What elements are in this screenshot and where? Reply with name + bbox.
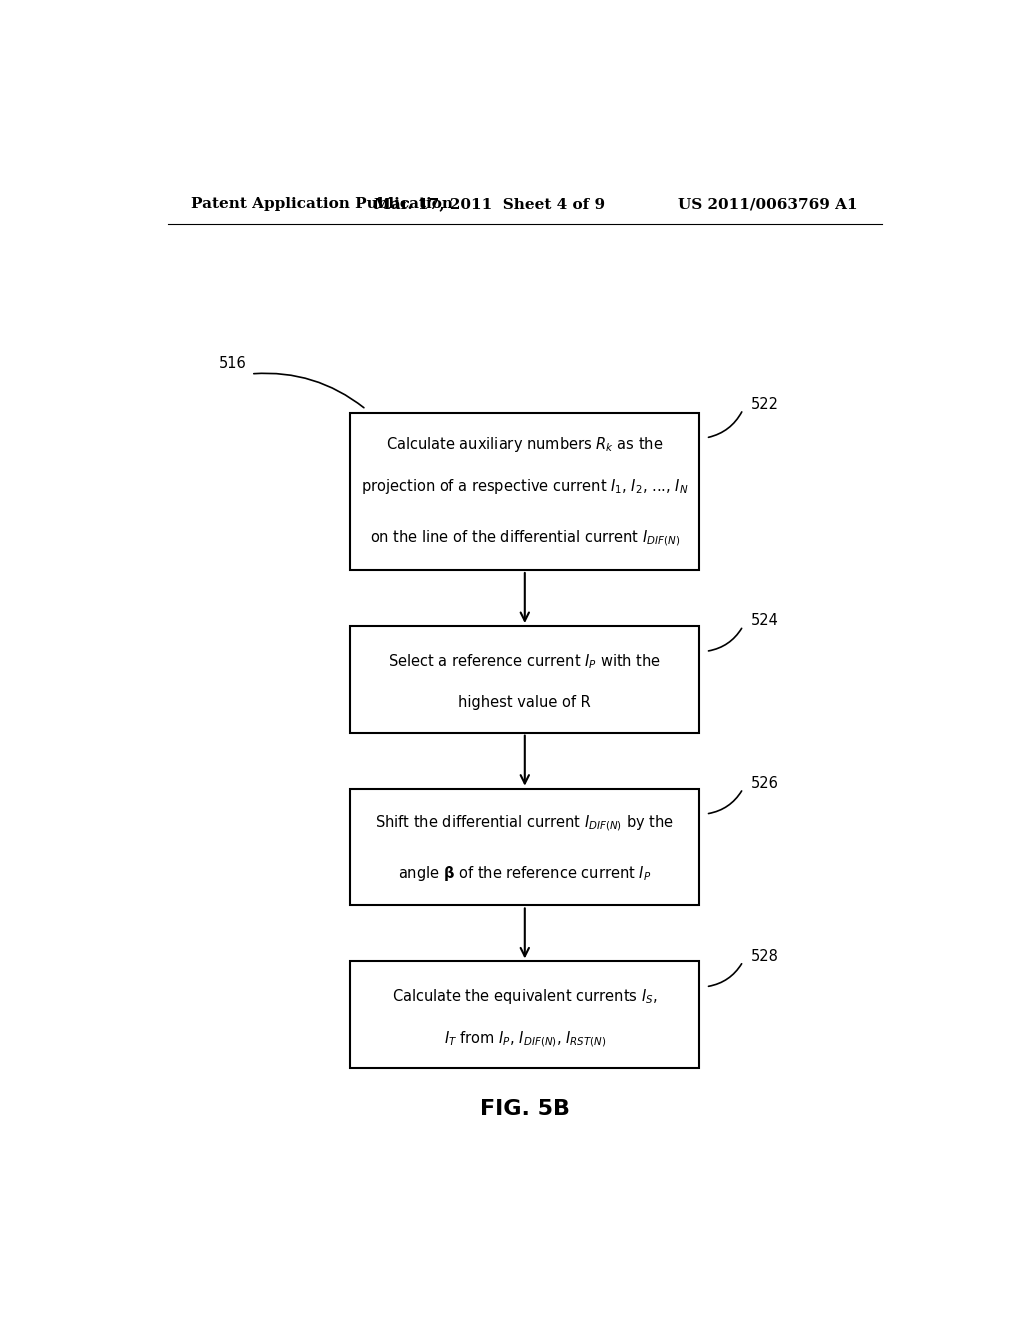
Text: Calculate the equivalent currents $I_S$,: Calculate the equivalent currents $I_S$, (392, 987, 657, 1006)
Text: projection of a respective current $I_1$, $I_2$, ..., $I_N$: projection of a respective current $I_1$… (361, 477, 688, 496)
FancyBboxPatch shape (350, 788, 699, 906)
Text: Mar. 17, 2011  Sheet 4 of 9: Mar. 17, 2011 Sheet 4 of 9 (374, 197, 604, 211)
Text: 524: 524 (751, 614, 779, 628)
Text: FIG. 5B: FIG. 5B (480, 1098, 569, 1119)
Text: on the line of the differential current $I_{DIF(N)}$: on the line of the differential current … (370, 529, 680, 548)
Text: Shift the differential current $I_{DIF(N)}$ by the: Shift the differential current $I_{DIF(N… (376, 814, 674, 833)
FancyBboxPatch shape (350, 626, 699, 733)
Text: Calculate auxiliary numbers $R_k$ as the: Calculate auxiliary numbers $R_k$ as the (386, 434, 664, 454)
Text: angle $\bf{\beta}$ of the reference current $I_P$: angle $\bf{\beta}$ of the reference curr… (398, 865, 651, 883)
Text: highest value of R: highest value of R (459, 696, 591, 710)
Text: 526: 526 (751, 776, 779, 791)
Text: US 2011/0063769 A1: US 2011/0063769 A1 (679, 197, 858, 211)
FancyBboxPatch shape (350, 961, 699, 1068)
Text: 522: 522 (751, 397, 779, 412)
Text: 528: 528 (751, 949, 779, 964)
Text: $I_T$ from $I_P$, $I_{DIF(N)}$, $I_{RST(N)}$: $I_T$ from $I_P$, $I_{DIF(N)}$, $I_{RST(… (443, 1030, 606, 1049)
Text: 516: 516 (219, 356, 247, 371)
FancyBboxPatch shape (350, 412, 699, 570)
Text: Select a reference current $I_P$ with the: Select a reference current $I_P$ with th… (388, 652, 662, 671)
Text: Patent Application Publication: Patent Application Publication (191, 197, 454, 211)
